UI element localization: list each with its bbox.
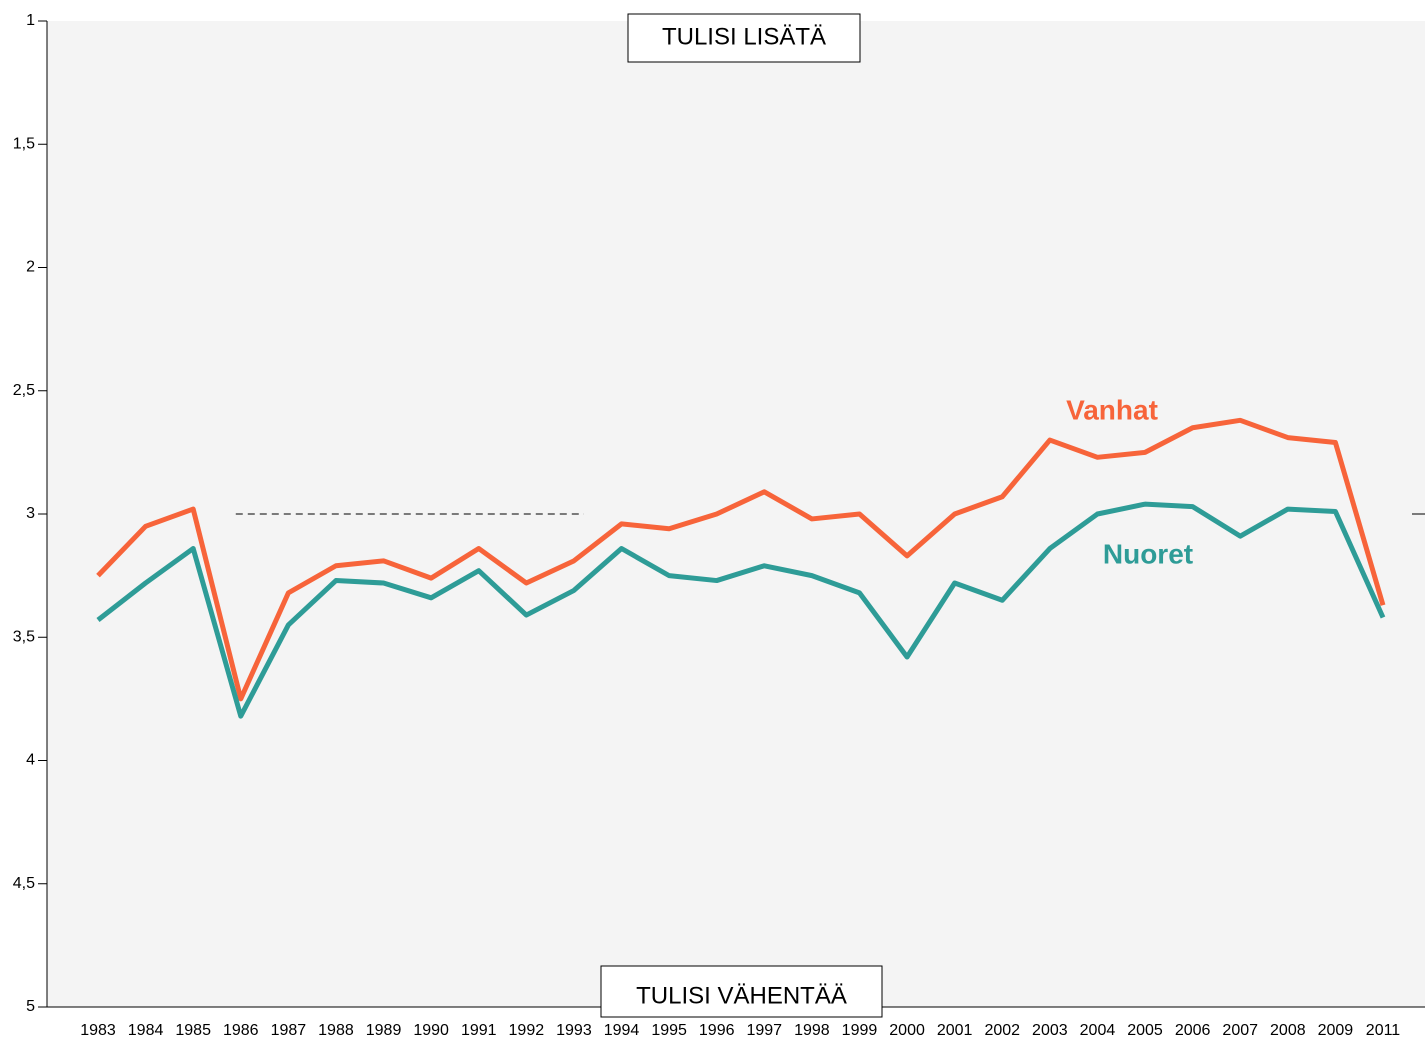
x-tick-label: 2009 xyxy=(1318,1022,1354,1039)
x-tick-label: 1997 xyxy=(746,1022,782,1039)
y-tick-label: 1 xyxy=(26,12,35,29)
series-line xyxy=(96,417,1386,702)
x-tick-label: 2007 xyxy=(1222,1022,1258,1039)
y-tick-label: 2,5 xyxy=(13,382,35,399)
x-tick-label: 2004 xyxy=(1080,1022,1116,1039)
x-tick-label: 1983 xyxy=(80,1022,116,1039)
x-tick-label: 1993 xyxy=(556,1022,592,1039)
y-tick-label: 5 xyxy=(26,998,35,1015)
x-tick-label: 1988 xyxy=(318,1022,354,1039)
y-tick-label: 3 xyxy=(26,505,35,522)
annotation-box xyxy=(600,965,883,1018)
x-tick-label: 1986 xyxy=(223,1022,259,1039)
x-tick-label: 1987 xyxy=(271,1022,307,1039)
series-label: Nuoret xyxy=(1103,538,1193,569)
x-tick-label: 1985 xyxy=(175,1022,211,1039)
x-tick-label: 1992 xyxy=(509,1022,545,1039)
series-line xyxy=(96,501,1386,719)
x-tick-label: 2005 xyxy=(1127,1022,1163,1039)
y-tick-label: 3,5 xyxy=(13,628,35,645)
x-tick-label: 1991 xyxy=(461,1022,497,1039)
x-tick-label: 1990 xyxy=(413,1022,449,1039)
annotation: TULISI LISÄTÄ xyxy=(662,23,826,50)
x-tick-label: 1984 xyxy=(128,1022,164,1039)
x-tick-label: 2006 xyxy=(1175,1022,1211,1039)
x-tick-label: 2008 xyxy=(1270,1022,1306,1039)
x-tick-label: 1989 xyxy=(366,1022,402,1039)
x-tick-label: 2003 xyxy=(1032,1022,1068,1039)
series-label: Vanhat xyxy=(1066,394,1158,425)
x-tick-label: 1998 xyxy=(794,1022,830,1039)
y-tick-label: 1,5 xyxy=(13,135,35,152)
x-tick-label: 2002 xyxy=(984,1022,1020,1039)
x-tick-label: 1994 xyxy=(604,1022,640,1039)
x-tick-label: 2001 xyxy=(937,1022,973,1039)
y-tick-label: 2 xyxy=(26,259,35,276)
x-tick-label: 1995 xyxy=(651,1022,687,1039)
y-tick-label: 4 xyxy=(26,752,35,769)
annotation-box xyxy=(627,13,861,63)
x-tick-label: 2000 xyxy=(889,1022,925,1039)
x-tick-label: 1996 xyxy=(699,1022,735,1039)
annotation: TULISI VÄHENTÄÄ xyxy=(636,982,847,1009)
x-tick-label: 2011 xyxy=(1366,1022,1401,1039)
x-tick-label: 1999 xyxy=(842,1022,878,1039)
y-tick-label: 4,5 xyxy=(13,875,35,892)
